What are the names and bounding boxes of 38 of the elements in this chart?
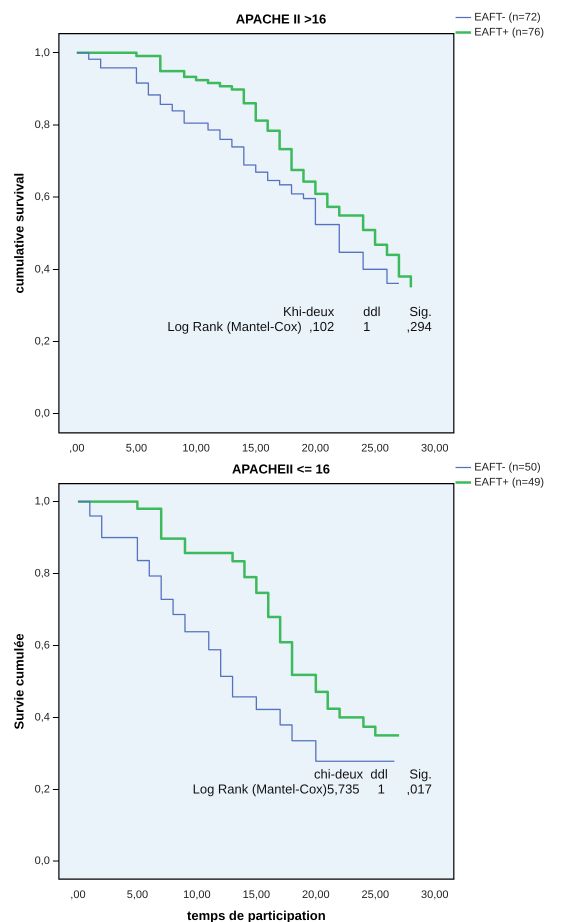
y-axis-title: Survie cumulée xyxy=(11,633,26,730)
x-tick-label: 30,00 xyxy=(420,442,448,454)
x-tick-label: 25,00 xyxy=(362,888,390,901)
y-tick-label: 0,8 xyxy=(34,568,50,580)
legend-label: EAFT+ (n=76) xyxy=(474,26,544,39)
x-tick-label: 15,00 xyxy=(242,442,270,454)
x-tick-label: ,00 xyxy=(69,442,84,454)
x-tick-label: 25,00 xyxy=(361,442,389,454)
y-tick-label: 0,4 xyxy=(34,263,50,276)
chart-title: APACHE II >16 xyxy=(236,11,326,26)
x-tick-label: 15,00 xyxy=(242,888,270,901)
x-tick-label: 10,00 xyxy=(182,442,210,454)
y-axis-title: cumulative survival xyxy=(11,172,26,294)
legend-label: EAFT- (n=72) xyxy=(474,12,541,24)
y-tick-label: 0,6 xyxy=(34,191,50,204)
y-tick-label: 1,0 xyxy=(34,46,50,59)
annotation: Khi-deux ddl Sig. xyxy=(282,304,432,320)
x-tick-label: 30,00 xyxy=(421,888,449,901)
annotation: Log Rank (Mantel-Cox)5,735 1 ,017 xyxy=(192,782,432,796)
y-tick-label: 0,4 xyxy=(34,711,50,724)
x-tick-label: ,00 xyxy=(70,888,86,901)
annotation: chi-deux ddl Sig. xyxy=(314,766,432,782)
x-tick-label: 20,00 xyxy=(302,442,330,454)
y-tick-label: 0,2 xyxy=(34,336,50,348)
y-tick-label: 0,0 xyxy=(34,855,50,868)
y-tick-label: 0,0 xyxy=(34,408,50,420)
legend-label: EAFT- (n=50) xyxy=(474,462,541,474)
y-tick-label: 0,8 xyxy=(34,118,50,131)
y-tick-label: 1,0 xyxy=(34,496,50,508)
x-tick-label: 10,00 xyxy=(183,888,211,901)
legend-label: EAFT+ (n=49) xyxy=(474,476,544,489)
chart-title: APACHEII <= 16 xyxy=(232,461,330,476)
x-tick-label: 5,00 xyxy=(126,888,148,901)
annotation: Log Rank (Mantel-Cox) ,102 1 ,294 xyxy=(167,319,432,334)
y-tick-label: 0,2 xyxy=(34,783,50,796)
x-tick-label: 5,00 xyxy=(126,442,148,454)
x-tick-label: 20,00 xyxy=(302,888,330,901)
y-tick-label: 0,6 xyxy=(34,639,50,652)
